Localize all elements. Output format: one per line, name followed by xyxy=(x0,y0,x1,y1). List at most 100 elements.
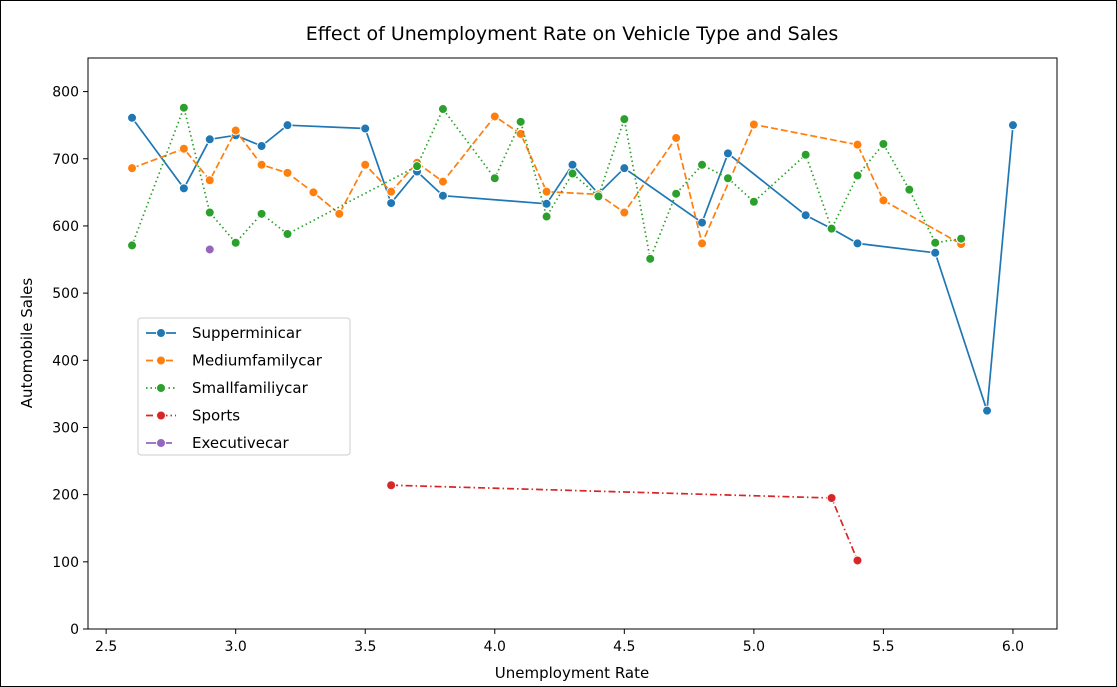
legend-box xyxy=(137,317,351,456)
x-tick-label: 5.5 xyxy=(872,639,894,655)
series-line xyxy=(391,484,859,561)
data-point xyxy=(567,159,578,170)
legend-marker xyxy=(156,438,166,448)
data-point xyxy=(852,555,863,566)
data-point xyxy=(904,184,915,195)
legend: Supperminicar Mediumfamilycar Smallfamiliy… xyxy=(137,317,351,456)
data-point xyxy=(800,149,811,160)
data-point xyxy=(800,210,811,221)
data-point xyxy=(360,159,371,170)
data-point xyxy=(386,186,397,197)
y-axis: 0 100 200 300 400 500 600 700 800 xyxy=(52,85,88,638)
y-tick-label: 300 xyxy=(52,420,79,436)
y-axis-label: Automobile Sales xyxy=(18,278,36,409)
data-point xyxy=(386,198,397,209)
data-point xyxy=(334,208,345,219)
data-point xyxy=(826,493,837,504)
y-tick-label: 100 xyxy=(52,555,79,571)
data-point xyxy=(748,196,759,207)
data-point xyxy=(360,123,371,134)
legend-entry: Executivecar xyxy=(146,434,289,452)
data-point xyxy=(982,405,993,416)
data-point xyxy=(178,143,189,154)
data-point xyxy=(489,111,500,122)
data-point xyxy=(593,191,604,202)
data-point xyxy=(852,170,863,181)
data-point xyxy=(852,238,863,249)
data-point xyxy=(930,237,941,248)
x-axis: 2.5 3.0 3.5 4.0 4.5 5.0 5.5 6.0 xyxy=(95,629,1024,655)
data-point xyxy=(204,175,215,186)
x-tick-label: 5.0 xyxy=(743,639,765,655)
data-point xyxy=(256,208,267,219)
legend-marker xyxy=(156,383,166,393)
data-point xyxy=(878,195,889,206)
data-point xyxy=(619,114,630,125)
series-executivecar xyxy=(204,244,215,255)
x-tick-label: 3.0 xyxy=(225,639,247,655)
data-point xyxy=(437,176,448,187)
series-layer xyxy=(127,102,1018,566)
x-tick-label: 4.0 xyxy=(484,639,506,655)
x-tick-label: 3.5 xyxy=(354,639,376,655)
data-point xyxy=(204,207,215,218)
data-point xyxy=(515,128,526,139)
data-point xyxy=(412,161,423,172)
legend-marker xyxy=(156,410,166,421)
legend-label: Executivecar xyxy=(192,434,289,452)
data-point xyxy=(437,190,448,201)
data-point xyxy=(541,198,552,209)
data-point xyxy=(722,173,733,184)
data-point xyxy=(645,253,656,264)
data-point xyxy=(256,141,267,152)
series-line xyxy=(131,106,962,260)
y-tick-label: 500 xyxy=(52,286,79,302)
data-point xyxy=(619,163,630,174)
data-point xyxy=(1007,120,1018,131)
data-point xyxy=(127,112,138,123)
data-point xyxy=(852,139,863,150)
y-tick-label: 0 xyxy=(70,622,79,638)
data-point xyxy=(178,183,189,194)
data-point xyxy=(230,125,241,136)
data-point xyxy=(204,134,215,145)
x-tick-label: 4.5 xyxy=(613,639,635,655)
data-point xyxy=(515,116,526,127)
series-line xyxy=(131,115,962,245)
chart-title: Effect of Unemployment Rate on Vehicle T… xyxy=(306,23,839,45)
data-point xyxy=(541,186,552,197)
y-tick-label: 200 xyxy=(52,488,79,504)
data-point xyxy=(282,229,293,240)
legend-entry: Supperminicar xyxy=(146,324,302,342)
y-tick-label: 800 xyxy=(52,85,79,101)
data-point xyxy=(256,159,267,170)
legend-label: Smallfamiliycar xyxy=(192,379,309,397)
series-smallfamiliycar xyxy=(127,102,967,264)
legend-entry: Sports xyxy=(146,407,240,425)
data-point xyxy=(671,188,682,199)
y-tick-label: 700 xyxy=(52,152,79,168)
data-point xyxy=(956,233,967,244)
data-point xyxy=(230,237,241,248)
x-tick-label: 2.5 xyxy=(95,639,117,655)
data-point xyxy=(282,167,293,178)
series-sports xyxy=(386,480,863,566)
data-point xyxy=(697,238,708,249)
data-point xyxy=(178,102,189,113)
x-tick-label: 6.0 xyxy=(1002,639,1024,655)
data-point xyxy=(722,148,733,159)
data-point xyxy=(878,138,889,149)
data-point xyxy=(541,211,552,222)
data-point xyxy=(204,244,215,255)
data-point xyxy=(748,119,759,130)
legend-entry: Mediumfamilycar xyxy=(146,352,323,370)
data-point xyxy=(567,168,578,179)
legend-entry: Smallfamiliycar xyxy=(146,379,309,397)
legend-label: Sports xyxy=(192,407,240,425)
series-mediumfamilycar xyxy=(127,111,967,250)
data-point xyxy=(282,120,293,131)
data-point xyxy=(671,132,682,143)
y-tick-label: 400 xyxy=(52,353,79,369)
data-point xyxy=(127,240,138,251)
